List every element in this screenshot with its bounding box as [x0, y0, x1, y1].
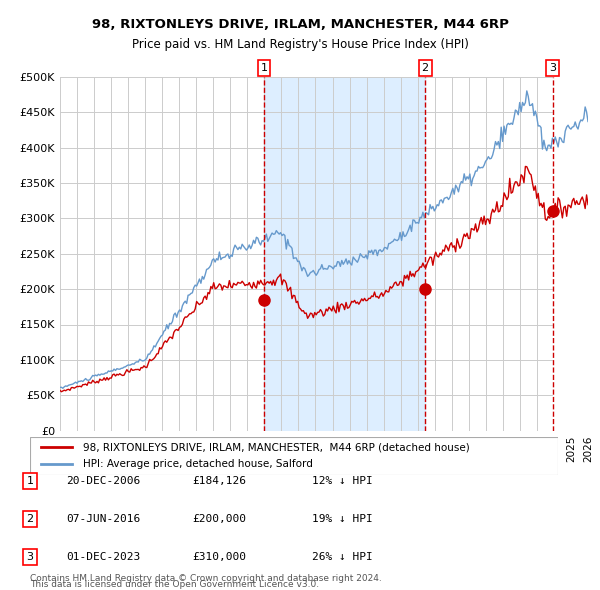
Text: This data is licensed under the Open Government Licence v3.0.: This data is licensed under the Open Gov… [30, 581, 319, 589]
Bar [264, 77, 425, 431]
Text: 98, RIXTONLEYS DRIVE, IRLAM, MANCHESTER, M44 6RP: 98, RIXTONLEYS DRIVE, IRLAM, MANCHESTER,… [92, 18, 508, 31]
Text: 26% ↓ HPI: 26% ↓ HPI [312, 552, 373, 562]
Text: £200,000: £200,000 [192, 514, 246, 524]
Text: 2: 2 [26, 514, 34, 524]
Text: 07-JUN-2016: 07-JUN-2016 [66, 514, 140, 524]
Text: Price paid vs. HM Land Registry's House Price Index (HPI): Price paid vs. HM Land Registry's House … [131, 38, 469, 51]
Text: 3: 3 [549, 63, 556, 73]
Text: 3: 3 [26, 552, 34, 562]
Bar [553, 77, 600, 431]
Text: 20-DEC-2006: 20-DEC-2006 [66, 476, 140, 486]
Text: 12% ↓ HPI: 12% ↓ HPI [312, 476, 373, 486]
Text: Contains HM Land Registry data © Crown copyright and database right 2024.: Contains HM Land Registry data © Crown c… [30, 574, 382, 583]
Text: 2: 2 [422, 63, 429, 73]
FancyBboxPatch shape [30, 437, 558, 475]
Text: 1: 1 [260, 63, 268, 73]
Text: £310,000: £310,000 [192, 552, 246, 562]
Text: 01-DEC-2023: 01-DEC-2023 [66, 552, 140, 562]
Text: £184,126: £184,126 [192, 476, 246, 486]
Text: 19% ↓ HPI: 19% ↓ HPI [312, 514, 373, 524]
Text: 98, RIXTONLEYS DRIVE, IRLAM, MANCHESTER,  M44 6RP (detached house): 98, RIXTONLEYS DRIVE, IRLAM, MANCHESTER,… [83, 442, 470, 453]
Bar [553, 77, 600, 431]
Text: 1: 1 [26, 476, 34, 486]
Text: HPI: Average price, detached house, Salford: HPI: Average price, detached house, Salf… [83, 459, 313, 469]
